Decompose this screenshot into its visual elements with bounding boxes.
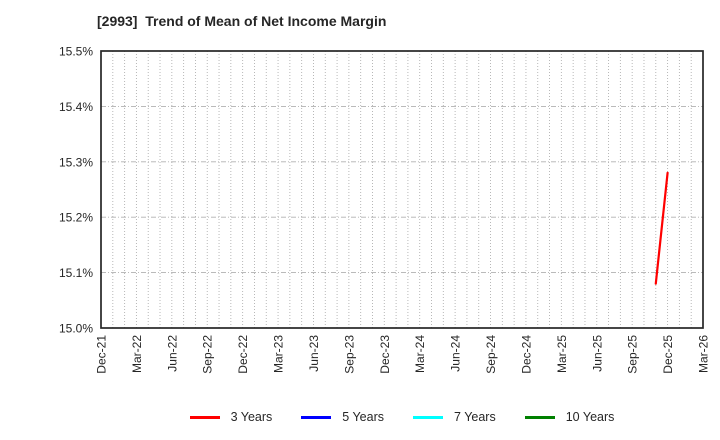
x-tick-label: Dec-21 [95,335,109,374]
x-tick-label: Mar-25 [555,335,569,373]
x-tick-label: Sep-25 [626,335,640,374]
x-tick-label: Dec-22 [236,335,250,374]
x-tick-label: Jun-24 [449,335,463,372]
plot-border [100,50,704,329]
y-tick-label: 15.1% [59,266,93,280]
y-tick-label: 15.0% [59,322,93,336]
legend-label: 10 Years [565,410,615,424]
legend-item-7-years: 7 Years [413,410,496,424]
legend-label: 3 Years [230,410,273,424]
x-tick-label: Jun-25 [590,335,604,372]
x-tick-label: Dec-25 [661,335,675,374]
legend-item-10-years: 10 Years [524,410,615,424]
y-tick-label: 15.2% [59,211,93,225]
x-tick-label: Mar-24 [413,335,427,373]
legend-line-swatch [524,415,555,419]
legend-line-swatch [301,415,332,419]
plot-area: 15.0% 15.1% 15.2% 15.3% 15.4% 15.5% Dec-21 Mar-… [59,45,711,374]
x-tick-label: Sep-23 [342,335,356,374]
x-tick-label: Jun-22 [165,335,179,372]
y-tick-label: 15.5% [59,45,93,59]
legend-line-swatch [413,415,444,419]
x-tick-label: Dec-23 [378,335,392,374]
x-tick-label: Jun-23 [307,335,321,372]
legend-line-swatch [189,415,220,419]
legend-label: 5 Years [342,410,385,424]
y-tick-label: 15.3% [59,155,93,169]
x-tick-label: Sep-22 [201,335,215,374]
legend-label: 7 Years [454,410,496,424]
chart-title: [2993] Trend of Mean of Net Income Margi… [97,13,387,29]
x-tick-label: Dec-24 [519,335,533,374]
legend-item-5-years: 5 Years [301,410,384,424]
legend-item-3-years: 3 Years [189,410,273,424]
x-tick-label: Sep-24 [484,335,498,374]
x-tick-label: Mar-26 [697,335,711,373]
series-line-3-years [654,171,669,285]
y-tick-label: 15.4% [59,100,93,114]
x-tick-label: Mar-22 [130,335,144,373]
legend: 3 Years 5 Years 7 Years 10 Years [101,404,703,430]
x-tick-label: Mar-23 [272,335,286,373]
